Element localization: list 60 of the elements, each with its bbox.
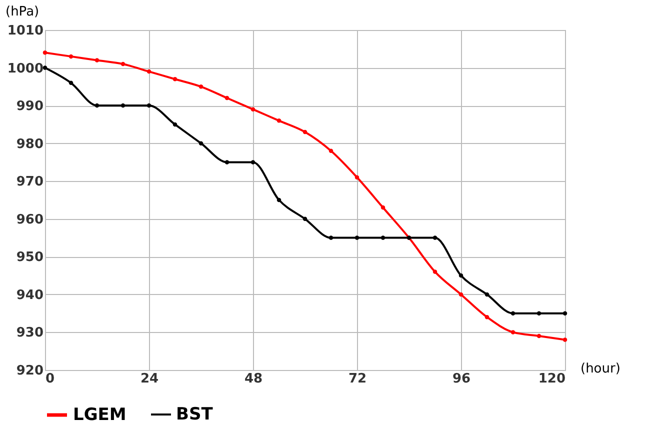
- y-axis-title: (hPa): [6, 4, 40, 20]
- point: [562, 311, 568, 316]
- x-tick-label: 24: [140, 372, 159, 386]
- y-tick-label: 930: [16, 326, 44, 341]
- point: [172, 122, 178, 127]
- point: [354, 175, 360, 180]
- y-tick-label: 960: [16, 212, 44, 228]
- point: [224, 160, 230, 164]
- x-tick-label: 48: [244, 372, 263, 386]
- point: [42, 50, 48, 55]
- point: [484, 314, 490, 320]
- point: [42, 66, 48, 70]
- point: [120, 103, 126, 108]
- x-tick-label: 0: [46, 372, 55, 386]
- point: [328, 236, 334, 240]
- legend-label: LGEM: [73, 405, 126, 425]
- x-tick-label: 120: [538, 372, 566, 386]
- x-axis-title: (hour): [580, 362, 620, 376]
- point: [432, 236, 438, 240]
- y-tick-label: 940: [16, 288, 44, 303]
- point: [172, 76, 178, 82]
- point: [354, 236, 360, 240]
- point: [484, 292, 490, 297]
- y-tick-label: 1010: [7, 24, 44, 38]
- point: [146, 69, 152, 74]
- point: [380, 205, 386, 210]
- y-tick-label: 950: [16, 250, 44, 266]
- x-tick-label: 96: [452, 372, 471, 386]
- x-tick-label: 72: [348, 372, 367, 386]
- point: [198, 84, 204, 89]
- y-tick-label: 920: [16, 364, 44, 378]
- point: [328, 148, 334, 154]
- point: [458, 273, 464, 278]
- y-tick-label: 1000: [7, 61, 44, 76]
- point: [510, 311, 516, 316]
- point: [224, 96, 230, 100]
- y-tick-label: 980: [16, 136, 44, 152]
- point: [250, 107, 256, 112]
- legend-label: BST: [176, 404, 214, 424]
- point: [458, 292, 464, 297]
- point: [68, 54, 74, 59]
- y-tick-label: 970: [16, 174, 44, 190]
- point: [536, 311, 542, 316]
- point: [146, 103, 152, 108]
- point: [432, 270, 438, 274]
- point: [94, 58, 100, 62]
- point: [276, 198, 282, 202]
- point: [302, 130, 308, 134]
- y-tick-label: 990: [16, 99, 44, 114]
- point: [250, 160, 256, 164]
- point: [198, 141, 204, 146]
- point: [302, 216, 308, 222]
- point: [94, 103, 100, 108]
- point: [510, 330, 516, 334]
- point: [536, 334, 542, 338]
- point: [562, 338, 568, 342]
- point: [68, 80, 74, 86]
- point: [120, 62, 126, 66]
- point: [380, 236, 386, 240]
- point: [276, 118, 282, 123]
